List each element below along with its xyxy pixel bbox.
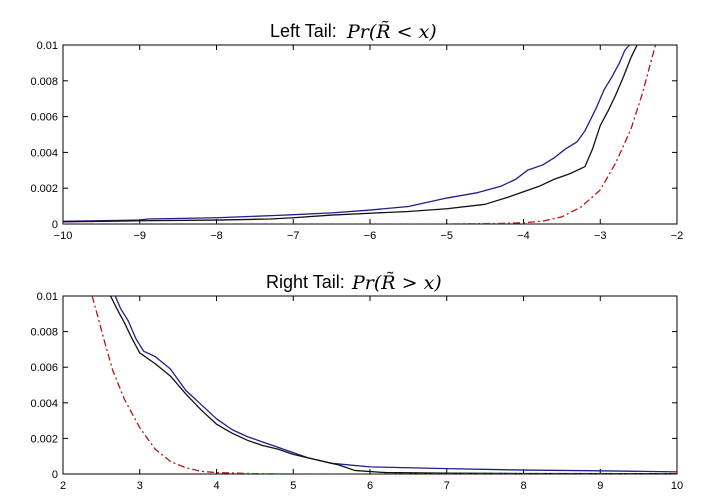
left-tail-x-tick-label: −7	[287, 230, 300, 242]
left-tail-y-tick-label: 0.008	[30, 76, 58, 88]
right-tail-panel: Right Tail: Pr(R̃ > x) 2 3 4 5 6 7 8 9 10 0 0.002…	[30, 272, 683, 492]
left-tail-x-tick-label: −10	[54, 230, 73, 242]
left-tail-x-tick-label: −8	[210, 230, 223, 242]
right-tail-x-tick-label: 6	[367, 480, 373, 492]
left-tail-x-tick-label: −3	[594, 230, 607, 242]
right-tail-series-black-line	[110, 296, 677, 474]
right-tail-axes	[62, 295, 678, 475]
right-tail-x-ticks: 2 3 4 5 6 7 8 9 10	[60, 296, 683, 492]
left-tail-y-ticks: 0 0.002 0.004 0.006 0.008 0.01	[30, 40, 677, 231]
left-tail-x-tick-label: −9	[133, 230, 146, 242]
left-tail-y-tick-label: 0.002	[30, 183, 58, 195]
right-tail-y-tick-label: 0.006	[30, 362, 58, 374]
right-tail-x-tick-label: 3	[137, 480, 143, 492]
left-tail-y-tick-label: 0.004	[30, 147, 58, 159]
right-tail-x-tick-label: 4	[213, 480, 219, 492]
left-tail-x-tick-label: −6	[364, 230, 377, 242]
left-tail-x-ticks: −10 −9 −8 −7 −6 −5 −4 −3 −2	[54, 45, 684, 242]
right-tail-y-tick-label: 0	[52, 469, 58, 481]
left-tail-series-black-line	[63, 45, 638, 223]
left-tail-title: Left Tail:	[270, 21, 337, 41]
left-tail-axes	[62, 44, 678, 225]
left-tail-y-tick-label: 0.01	[37, 40, 58, 52]
right-tail-x-tick-label: 8	[520, 480, 526, 492]
right-tail-series-blue-line	[114, 296, 677, 473]
right-tail-series-red-dashdot-line	[91, 296, 677, 474]
left-tail-x-tick-label: −2	[671, 230, 684, 242]
left-tail-panel: Left Tail: Pr(R̃ < x) −10 −9 −8 −7 −6 −5 −4 −3−…	[30, 21, 683, 242]
left-tail-y-tick-label: 0.006	[30, 112, 58, 124]
right-tail-x-tick-label: 7	[444, 480, 450, 492]
right-tail-x-tick-label: 10	[671, 480, 683, 492]
left-tail-x-tick-label: −4	[517, 230, 530, 242]
right-tail-y-tick-label: 0.008	[30, 327, 58, 339]
left-tail-y-tick-label: 0	[52, 219, 58, 231]
right-tail-x-tick-label: 9	[597, 480, 603, 492]
right-tail-y-tick-label: 0.004	[30, 398, 58, 410]
left-tail-series-blue-line	[63, 45, 630, 222]
left-tail-x-tick-label: −5	[440, 230, 453, 242]
right-tail-title-math: Pr(R̃ > x)	[351, 272, 442, 294]
right-tail-x-tick-label: 2	[60, 480, 66, 492]
right-tail-y-tick-label: 0.002	[30, 433, 58, 445]
right-tail-series	[91, 296, 677, 474]
left-tail-series-red-dashdot-line	[63, 45, 657, 224]
left-tail-title-math: Pr(R̃ < x)	[346, 21, 437, 43]
right-tail-y-tick-label: 0.01	[37, 291, 58, 303]
right-tail-y-ticks: 0 0.002 0.004 0.006 0.008 0.01	[30, 291, 677, 481]
right-tail-x-tick-label: 5	[290, 480, 296, 492]
right-tail-title: Right Tail:	[266, 272, 345, 292]
left-tail-series	[63, 45, 657, 224]
